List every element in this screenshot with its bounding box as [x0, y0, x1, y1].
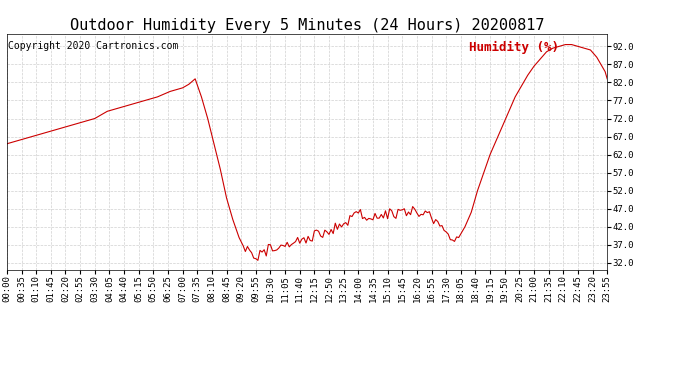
Text: Copyright 2020 Cartronics.com: Copyright 2020 Cartronics.com [8, 41, 179, 51]
Title: Outdoor Humidity Every 5 Minutes (24 Hours) 20200817: Outdoor Humidity Every 5 Minutes (24 Hou… [70, 18, 544, 33]
Text: Humidity (%): Humidity (%) [469, 41, 559, 54]
